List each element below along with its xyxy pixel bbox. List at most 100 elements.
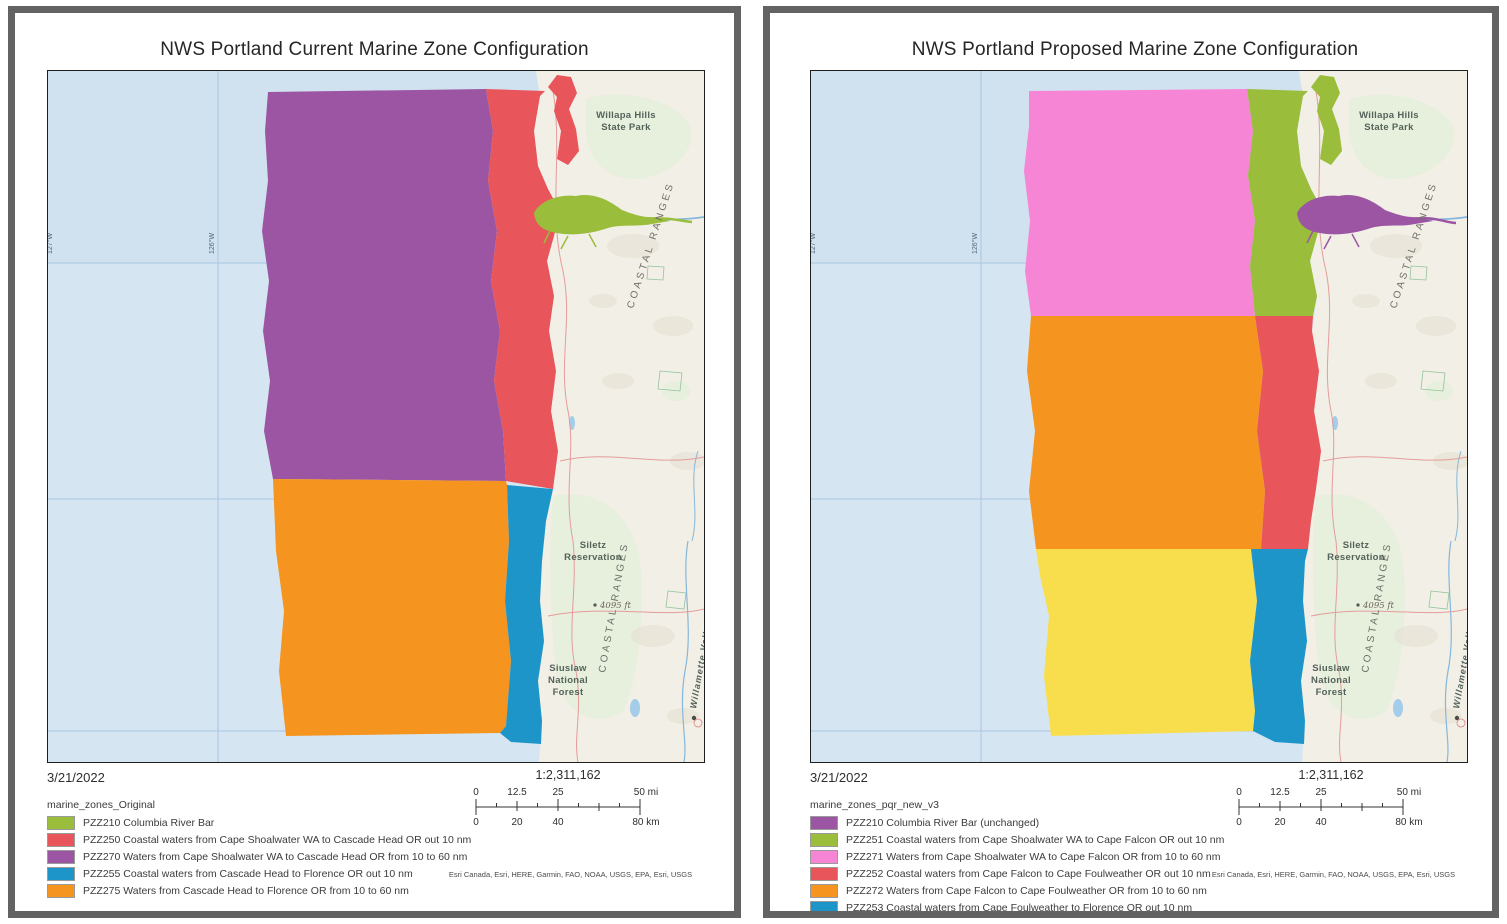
legend-item[interactable]: PZZ270 Waters from Cape Shoalwater WA to… — [47, 848, 471, 865]
zone-pzz251-willapa-bay[interactable] — [1311, 75, 1342, 165]
svg-text:Siletz: Siletz — [580, 540, 607, 551]
long-beach-peninsula — [541, 95, 548, 159]
legend-item[interactable]: PZZ255 Coastal waters from Cascade Head … — [47, 865, 471, 882]
lon-label-126: 126°W — [208, 233, 216, 254]
map-current[interactable]: 126°W 127°W — [47, 70, 705, 763]
lon-label-126: 126°W — [971, 233, 979, 254]
svg-text:40: 40 — [552, 817, 564, 828]
legend-swatch — [810, 849, 838, 864]
attribution: Esri Canada, Esri, HERE, Garmin, FAO, NO… — [1211, 870, 1456, 879]
svg-text:Forest: Forest — [1316, 687, 1347, 698]
panel-top-handle[interactable] — [1015, 6, 1071, 11]
svg-text:0: 0 — [473, 787, 479, 798]
page-title: NWS Portland Current Marine Zone Configu… — [160, 39, 589, 60]
svg-text:0: 0 — [1236, 787, 1242, 798]
svg-text:50 mi: 50 mi — [634, 787, 658, 798]
legend-swatch — [47, 849, 75, 864]
legend: PZZ210 Columbia River Bar PZZ250 Coastal… — [47, 814, 471, 899]
svg-text:State Park: State Park — [1364, 122, 1414, 133]
zone-pzz270[interactable] — [262, 89, 506, 481]
svg-text:Siletz: Siletz — [1343, 540, 1370, 551]
svg-text:National: National — [1311, 675, 1351, 686]
zone-pzz275[interactable] — [273, 479, 511, 736]
zone-pzz250-willapa-bay[interactable] — [548, 75, 579, 165]
legend-item[interactable]: PZZ271 Waters from Cape Shoalwater WA to… — [810, 848, 1224, 865]
svg-text:80 km: 80 km — [632, 817, 659, 828]
legend-item[interactable]: PZZ250 Coastal waters from Cape Shoalwat… — [47, 831, 471, 848]
legend-title: marine_zones_Original — [47, 799, 155, 811]
legend-swatch — [810, 900, 838, 911]
layout-panel-proposed: NWS Portland Proposed Marine Zone Config… — [763, 6, 1499, 918]
zone-pzz250[interactable] — [486, 89, 560, 489]
terrain-detail — [1310, 90, 1467, 762]
svg-text:25: 25 — [1315, 787, 1327, 798]
legend-swatch — [47, 883, 75, 898]
svg-text:Siuslaw: Siuslaw — [1312, 663, 1350, 674]
zone-pzz255[interactable] — [500, 485, 553, 744]
svg-text:12.5: 12.5 — [507, 787, 527, 798]
scale-ratio: 1:2,311,162 — [1298, 768, 1364, 782]
scale-bar: 1:2,311,162 0 12.5 25 50 mi — [1221, 768, 1441, 836]
scale-ratio: 1:2,311,162 — [535, 768, 601, 782]
svg-text:Siuslaw: Siuslaw — [549, 663, 587, 674]
svg-text:20: 20 — [1274, 817, 1286, 828]
svg-text:Reservation: Reservation — [564, 552, 622, 563]
scale-bar: 1:2,311,162 0 12.5 25 50 mi — [458, 768, 678, 836]
scalebar-km-labels: 0 20 40 80 km — [473, 817, 659, 828]
zone-pzz210[interactable] — [534, 195, 693, 250]
legend-item[interactable]: PZZ210 Columbia River Bar — [47, 814, 471, 831]
legend-swatch — [47, 815, 75, 830]
legend-swatch — [810, 815, 838, 830]
svg-text:0: 0 — [1236, 817, 1242, 828]
zone-pzz251[interactable] — [1247, 89, 1323, 316]
scalebar-mi-labels: 0 12.5 25 50 mi — [1236, 787, 1421, 798]
map-date: 3/21/2022 — [47, 770, 105, 785]
scalebar-km-labels: 0 20 40 80 km — [1236, 817, 1422, 828]
layout-panel-current: NWS Portland Current Marine Zone Configu… — [8, 6, 741, 918]
lon-label-127: 127°W — [811, 233, 817, 254]
legend-item[interactable]: PZZ275 Waters from Cascade Head to Flore… — [47, 882, 471, 899]
svg-text:Willapa Hills: Willapa Hills — [596, 110, 656, 121]
legend-swatch — [810, 883, 838, 898]
scalebar-line — [1238, 799, 1404, 815]
svg-text:12.5: 12.5 — [1270, 787, 1290, 798]
zone-pzz271[interactable] — [1024, 89, 1255, 316]
svg-text:Reservation: Reservation — [1327, 552, 1385, 563]
legend-swatch — [47, 866, 75, 881]
legend-swatch — [810, 832, 838, 847]
zone-pzz272[interactable] — [1027, 316, 1265, 549]
legend-swatch — [810, 866, 838, 881]
zone-pzz253[interactable] — [1250, 549, 1308, 744]
long-beach-peninsula — [1304, 95, 1311, 159]
svg-text:0: 0 — [473, 817, 479, 828]
zone-pzz252[interactable] — [1255, 316, 1321, 549]
legend-item[interactable]: PZZ252 Coastal waters from Cape Falcon t… — [810, 865, 1224, 882]
map-date: 3/21/2022 — [810, 770, 868, 785]
svg-text:40: 40 — [1315, 817, 1327, 828]
legend-item[interactable]: PZZ253 Coastal waters from Cape Foulweat… — [810, 899, 1224, 911]
svg-text:National: National — [548, 675, 588, 686]
scalebar-mi-labels: 0 12.5 25 50 mi — [473, 787, 658, 798]
panel-top-handle[interactable] — [260, 6, 316, 11]
legend-title: marine_zones_pqr_new_v3 — [810, 799, 939, 811]
zone-yellow[interactable] — [1036, 549, 1257, 736]
svg-text:State Park: State Park — [601, 122, 651, 133]
scalebar-line — [475, 799, 641, 815]
svg-text:20: 20 — [511, 817, 523, 828]
svg-text:Willapa Hills: Willapa Hills — [1359, 110, 1419, 121]
page-title: NWS Portland Proposed Marine Zone Config… — [911, 39, 1359, 60]
zone-pzz210-unchanged[interactable] — [1297, 195, 1457, 250]
lon-label-127: 127°W — [48, 233, 54, 254]
svg-text:Forest: Forest — [553, 687, 584, 698]
attribution: Esri Canada, Esri, HERE, Garmin, FAO, NO… — [448, 870, 693, 879]
svg-text:80 km: 80 km — [1395, 817, 1422, 828]
legend-item[interactable]: PZZ210 Columbia River Bar (unchanged) — [810, 814, 1224, 831]
legend-item[interactable]: PZZ272 Waters from Cape Falcon to Cape F… — [810, 882, 1224, 899]
svg-text:25: 25 — [552, 787, 564, 798]
legend-swatch — [47, 832, 75, 847]
map-proposed[interactable]: 126°W 127°W — [810, 70, 1468, 763]
svg-text:50 mi: 50 mi — [1397, 787, 1421, 798]
legend-item[interactable]: PZZ251 Coastal waters from Cape Shoalwat… — [810, 831, 1224, 848]
svg-text:4095 ft: 4095 ft — [599, 601, 631, 611]
legend: PZZ210 Columbia River Bar (unchanged) PZ… — [810, 814, 1224, 911]
